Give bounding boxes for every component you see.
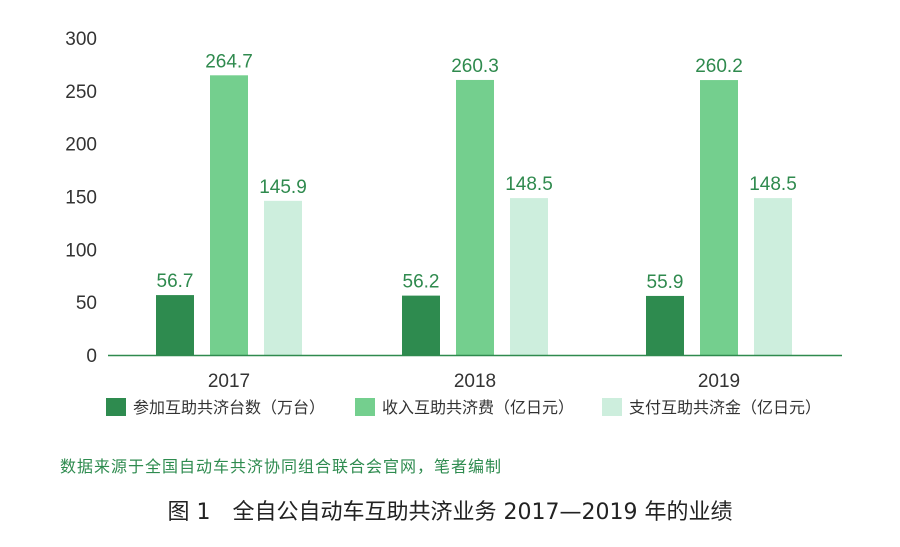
- legend-label: 支付互助共济金（亿日元）: [629, 398, 821, 417]
- y-axis-ticks: 0 50 100 150 200 250 300: [65, 29, 97, 367]
- legend-swatch: [602, 398, 622, 416]
- x-tick-label: 2017: [208, 371, 250, 392]
- data-label: 260.3: [451, 56, 499, 77]
- bar-2017-series-3: [264, 200, 302, 355]
- data-label: 264.7: [205, 51, 253, 72]
- y-tick-label: 50: [76, 293, 97, 314]
- y-tick-label: 100: [65, 240, 97, 261]
- legend: 参加互助共济台数（万台） 收入互助共济费（亿日元） 支付互助共济金（亿日元）: [106, 398, 821, 417]
- legend-swatch: [355, 398, 375, 416]
- source-note: 数据来源于全国自动车共济协同组合联合会官网，笔者编制: [60, 457, 503, 476]
- bar-2019-series-2: [700, 80, 738, 356]
- x-tick-label: 2019: [698, 371, 740, 392]
- data-label: 148.5: [505, 174, 553, 195]
- bar-2018-series-2: [456, 79, 494, 355]
- y-tick-label: 0: [86, 346, 97, 367]
- legend-swatch: [106, 398, 126, 416]
- bar-2018-series-1: [402, 295, 440, 355]
- y-tick-label: 200: [65, 135, 97, 156]
- x-tick-label: 2018: [454, 371, 496, 392]
- bar-2019-series-3: [754, 198, 792, 355]
- y-tick-label: 150: [65, 188, 97, 209]
- figure-caption: 图 1 全自公自动车互助共济业务 2017—2019 年的业绩: [167, 500, 733, 525]
- bar-2017-series-1: [156, 295, 194, 355]
- data-label: 260.2: [695, 56, 743, 77]
- y-tick-label: 250: [65, 82, 97, 103]
- y-tick-label: 300: [65, 29, 97, 50]
- data-label: 56.2: [403, 272, 440, 293]
- data-labels: 56.7 264.7 145.9 56.2 260.3 148.5 55.9 260.2 148…: [157, 51, 797, 293]
- legend-label: 参加互助共济台数（万台）: [133, 398, 325, 417]
- bars: [156, 75, 792, 356]
- data-label: 56.7: [157, 271, 194, 292]
- data-label: 148.5: [749, 174, 797, 195]
- bar-2019-series-1: [646, 295, 684, 355]
- bar-chart: 0 50 100 150 200 250 300 56.7 264.7 145.9 56.2 260…: [65, 29, 842, 417]
- data-label: 55.9: [647, 272, 684, 293]
- data-label: 145.9: [259, 177, 307, 198]
- x-axis-category-labels: 2017 2018 2019: [208, 371, 740, 392]
- bar-2018-series-3: [510, 198, 548, 355]
- bar-2017-series-2: [210, 75, 248, 356]
- legend-label: 收入互助共济费（亿日元）: [382, 398, 574, 417]
